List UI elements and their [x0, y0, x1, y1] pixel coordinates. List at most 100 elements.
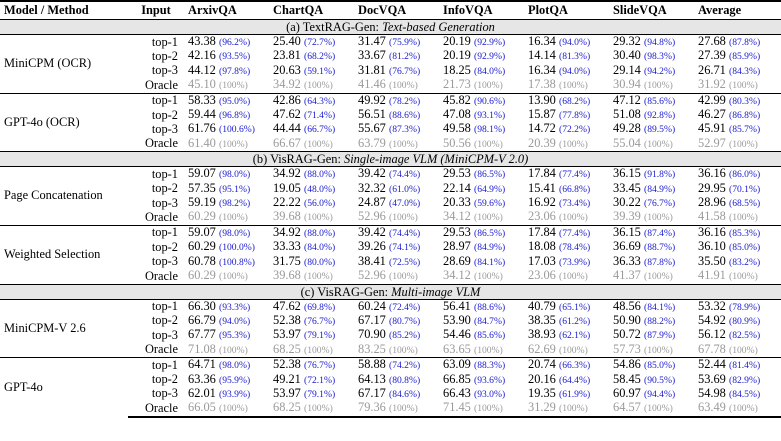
relative-percentage: (85.6%) — [644, 95, 676, 107]
relative-percentage: (94.0%) — [559, 65, 591, 77]
score-value: 15.41 — [528, 180, 556, 195]
score-value: 31.92 — [698, 77, 726, 92]
score-value: 38.41 — [358, 253, 386, 268]
score-value: 54.86 — [613, 357, 641, 372]
plotqa-cell: 23.06 (100%) — [524, 268, 609, 284]
score-value: 66.79 — [188, 312, 216, 327]
score-value: 60.29 — [188, 239, 216, 254]
chartqa-cell: 22.22 (56.0%) — [269, 195, 354, 210]
arxivqa-cell: 62.01 (93.9%) — [184, 386, 269, 401]
score-value: 41.91 — [698, 268, 726, 283]
average-cell: 36.16 (86.0%) — [694, 167, 781, 182]
relative-percentage: (78.2%) — [389, 95, 421, 107]
score-value: 59.19 — [188, 195, 216, 210]
relative-percentage: (74.1%) — [389, 242, 421, 254]
section-title: (a) TextRAG-Gen: Text-based Generation — [0, 19, 781, 35]
relative-percentage: (84.6%) — [389, 388, 421, 400]
input-cell: top-2 — [151, 313, 178, 328]
relative-percentage: (85.3%) — [729, 227, 761, 239]
chartqa-cell: 52.38 (76.7%) — [269, 357, 354, 373]
relative-percentage: (77.4%) — [559, 169, 591, 181]
relative-percentage: (100%) — [389, 403, 418, 415]
infovqa-cell: 47.08 (93.1%) — [439, 107, 524, 122]
score-value: 23.06 — [528, 268, 556, 283]
score-value: 39.42 — [358, 224, 386, 239]
table-body: (a) TextRAG-Gen: Text-based Generation Mi… — [0, 19, 781, 418]
arxivqa-cell: 45.10 (100%) — [184, 78, 269, 93]
infovqa-cell: 63.65 (100%) — [439, 342, 524, 358]
relative-percentage: (56.0%) — [304, 198, 336, 210]
relative-percentage: (72.7%) — [304, 37, 336, 48]
score-value: 23.81 — [273, 48, 301, 63]
docvqa-cell: 39.42 (74.4%) — [354, 167, 439, 182]
relative-percentage: (82.5%) — [729, 330, 761, 342]
relative-percentage: (100%) — [644, 80, 673, 92]
relative-percentage: (100%) — [559, 271, 588, 283]
header-arxivqa: ArxivQA — [188, 3, 237, 17]
table-row: top-2 63.36 (95.9%) 49.21 (72.1%) 64.13 (80… — [0, 372, 781, 387]
score-value: 28.97 — [443, 239, 471, 254]
relative-percentage: (98.0%) — [219, 169, 251, 181]
relative-percentage: (100%) — [644, 138, 673, 150]
average-cell: 45.91 (85.7%) — [694, 122, 781, 136]
score-value: 46.27 — [698, 107, 726, 122]
plotqa-cell: 17.03 (73.9%) — [524, 254, 609, 269]
score-value: 19.05 — [273, 180, 301, 195]
score-value: 51.08 — [613, 107, 641, 122]
model-name-cell: Weighted Selection — [0, 224, 128, 284]
table-row: Oracle 60.29 (100%) 39.68 (100%) 52.96 (100… — [0, 268, 781, 284]
score-value: 45.10 — [188, 77, 216, 92]
infovqa-cell: 54.46 (85.6%) — [439, 328, 524, 342]
relative-percentage: (84.9%) — [474, 242, 506, 254]
score-value: 59.07 — [188, 166, 216, 181]
score-value: 58.88 — [358, 357, 386, 372]
relative-percentage: (100%) — [304, 212, 333, 224]
relative-percentage: (100%) — [729, 80, 758, 92]
relative-percentage: (88.3%) — [474, 360, 506, 372]
score-value: 71.45 — [443, 400, 471, 415]
header-chartqa: ChartQA — [273, 3, 324, 17]
arxivqa-cell: 59.19 (98.2%) — [184, 195, 269, 210]
relative-percentage: (88.6%) — [389, 110, 421, 122]
average-cell: 27.39 (85.9%) — [694, 49, 781, 63]
relative-percentage: (66.7%) — [304, 124, 336, 136]
relative-percentage: (74.4%) — [389, 169, 421, 181]
chartqa-cell: 34.92 (100%) — [269, 78, 354, 93]
score-value: 22.22 — [273, 195, 301, 210]
score-value: 34.12 — [443, 209, 471, 224]
slidevqa-cell: 60.97 (94.4%) — [609, 386, 694, 401]
score-value: 34.92 — [273, 77, 301, 92]
infovqa-cell: 63.09 (88.3%) — [439, 357, 524, 373]
relative-percentage: (100%) — [559, 344, 588, 356]
table-row: top-2 60.29 (100.0%) 33.33 (84.0%) 39.26 (7… — [0, 240, 781, 254]
input-cell: top-2 — [151, 239, 178, 254]
relative-percentage: (95.0%) — [219, 95, 251, 107]
score-value: 16.92 — [528, 195, 556, 210]
infovqa-cell: 50.56 (100%) — [439, 135, 524, 152]
relative-percentage: (94.8%) — [644, 37, 676, 48]
docvqa-cell: 31.81 (76.7%) — [354, 63, 439, 78]
table-row: Page Concatenation top-1 59.07 (98.0%) 34.9… — [0, 166, 781, 202]
header-input: Input — [141, 3, 171, 17]
relative-percentage: (73.9%) — [559, 256, 591, 268]
relative-percentage: (79.1%) — [304, 330, 336, 342]
arxivqa-cell: 66.05 (100%) — [184, 401, 269, 418]
average-cell: 53.69 (82.9%) — [694, 372, 781, 387]
score-value: 83.25 — [358, 341, 386, 356]
relative-percentage: (68.2%) — [559, 95, 591, 107]
relative-percentage: (95.1%) — [219, 183, 251, 195]
score-value: 36.10 — [698, 239, 726, 254]
relative-percentage: (59.6%) — [474, 198, 506, 210]
table-row: top-2 57.35 (95.1%) 19.05 (48.0%) 32.32 (61… — [0, 180, 781, 196]
plotqa-cell: 16.92 (73.4%) — [524, 195, 609, 210]
average-cell: 35.50 (83.2%) — [694, 254, 781, 269]
relative-percentage: (94.2%) — [644, 65, 676, 77]
score-value: 32.32 — [358, 180, 386, 195]
section-header-row: (b) VisRAG-Gen: Single-image VLM (MiniCP… — [0, 151, 781, 168]
score-value: 50.56 — [443, 135, 471, 150]
score-value: 34.92 — [273, 224, 301, 239]
relative-percentage: (71.4%) — [304, 110, 336, 122]
header-plotqa: PlotQA — [528, 3, 568, 17]
score-value: 58.33 — [188, 92, 216, 107]
section-prefix: (b) VisRAG-Gen: — [252, 152, 345, 167]
